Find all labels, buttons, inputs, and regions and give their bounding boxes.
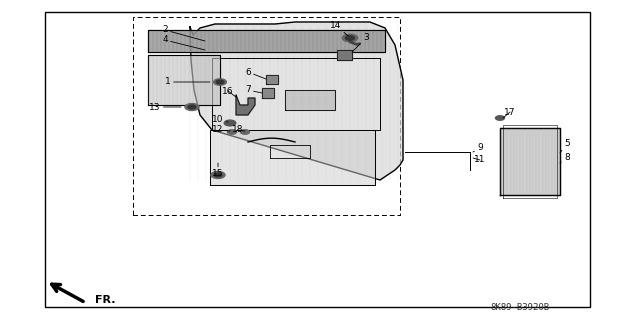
Polygon shape: [210, 130, 375, 185]
Polygon shape: [190, 22, 403, 180]
Text: FR.: FR.: [95, 294, 116, 305]
Text: 7: 7: [245, 85, 262, 94]
Circle shape: [214, 79, 227, 85]
Circle shape: [241, 130, 250, 134]
Bar: [266, 75, 278, 84]
Circle shape: [188, 105, 196, 109]
Text: 12: 12: [212, 125, 230, 135]
Circle shape: [228, 130, 237, 134]
Text: 17: 17: [503, 108, 516, 118]
Bar: [262, 88, 274, 98]
Polygon shape: [236, 95, 255, 115]
Circle shape: [346, 36, 355, 40]
Circle shape: [214, 173, 222, 177]
Circle shape: [224, 120, 236, 126]
Polygon shape: [500, 128, 560, 195]
Text: 8: 8: [560, 153, 570, 163]
Text: 5: 5: [560, 138, 570, 153]
Circle shape: [185, 103, 199, 110]
Circle shape: [216, 80, 224, 84]
Polygon shape: [148, 55, 220, 105]
Circle shape: [495, 116, 504, 120]
Text: 1: 1: [165, 78, 210, 86]
Polygon shape: [337, 50, 352, 60]
Circle shape: [211, 172, 225, 179]
Text: 13: 13: [149, 102, 181, 112]
Text: 10: 10: [212, 115, 228, 124]
Text: 6: 6: [245, 68, 266, 79]
Text: 15: 15: [212, 163, 224, 179]
Text: 18: 18: [232, 125, 245, 135]
Text: 4: 4: [162, 35, 205, 50]
Text: 3: 3: [352, 33, 369, 52]
Text: 2: 2: [162, 26, 205, 41]
Text: 9: 9: [473, 144, 483, 152]
Bar: [45, 12, 590, 307]
Text: 8K89-B3920B: 8K89-B3920B: [490, 303, 550, 313]
Polygon shape: [148, 30, 385, 52]
Polygon shape: [285, 90, 335, 110]
Text: 11: 11: [473, 155, 486, 165]
Text: 14: 14: [330, 20, 348, 36]
Circle shape: [342, 34, 358, 42]
Text: 16: 16: [222, 86, 236, 97]
